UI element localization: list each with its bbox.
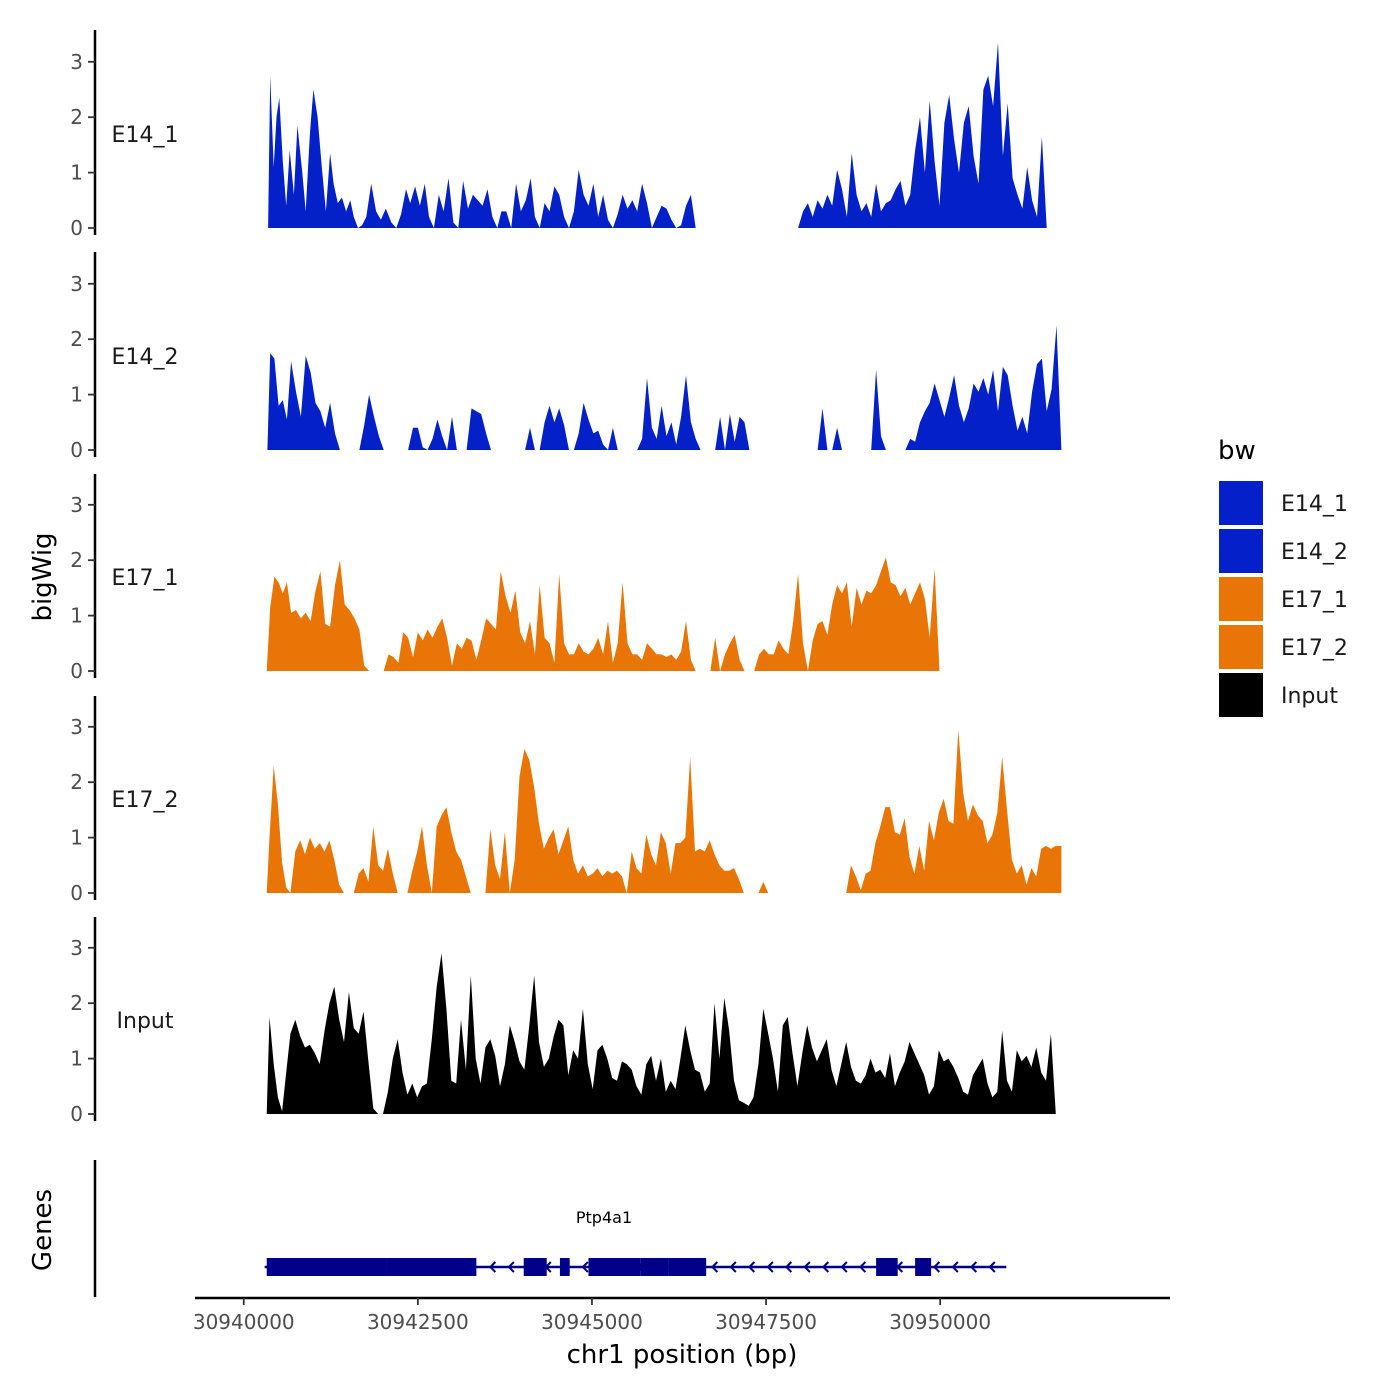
x-tick-label: 30942500: [367, 1310, 469, 1334]
signal-area-Input: [266, 953, 1056, 1114]
x-axis: 30940000 30942500 30945000 30947500 30950000: [193, 1296, 1170, 1334]
track-Input: 0 1 2 3 Input: [70, 917, 1056, 1126]
y-tick-label: 3: [70, 715, 83, 739]
y-tick-label: 3: [70, 493, 83, 517]
strand-arrow: [803, 1261, 811, 1273]
strand-arrow: [969, 1261, 978, 1273]
gene-exon: [640, 1258, 669, 1276]
y-tick-label: 0: [70, 659, 83, 683]
y-tick-label: 2: [70, 548, 83, 572]
gene-exon: [915, 1258, 932, 1276]
y-tick-label: 0: [70, 1102, 83, 1126]
legend: bw E14_1 E14_2 E17_1 E17_2 Input: [1218, 436, 1348, 717]
x-tick-label: 30945000: [541, 1310, 643, 1334]
gene-exon: [523, 1258, 547, 1276]
gene-name-label: Ptp4a1: [576, 1208, 632, 1227]
strand-arrow: [766, 1261, 774, 1273]
signal-area-E17_1: [266, 557, 1062, 671]
x-tick-label: 30950000: [889, 1310, 991, 1334]
legend-swatch-E14_1: [1219, 481, 1263, 525]
y-tick-label: 1: [70, 161, 83, 185]
gene-exon: [266, 1258, 387, 1276]
track-label-E14_2: E14_2: [112, 345, 179, 370]
legend-swatch-Input: [1219, 673, 1263, 717]
strand-arrow: [581, 1261, 589, 1273]
signal-area-E14_1: [268, 42, 1062, 229]
gene-exon: [559, 1258, 570, 1276]
strand-arrow: [488, 1261, 497, 1273]
y-tick-label: 2: [70, 991, 83, 1015]
legend-title: bw: [1218, 436, 1256, 466]
y-tick-label: 3: [70, 272, 83, 296]
y-tick-label: 2: [70, 105, 83, 129]
signal-area-E17_2: [266, 729, 1062, 893]
x-tick-label: 30947500: [715, 1310, 817, 1334]
y-tick-label: 1: [70, 826, 83, 850]
track-E14_2: 0 1 2 3 E14_2: [70, 252, 1062, 462]
strand-arrow: [932, 1261, 941, 1273]
tracks-layer: 0 1 2 3 E14_1 0 1 2 3 E14_2 0 1 2 3 E17_1 0 1 2 3 E17_2 0 1 2 3…: [70, 30, 1062, 1126]
y-tick-label: 3: [70, 50, 83, 74]
strand-arrow: [710, 1261, 719, 1273]
track-label-Input: Input: [117, 1009, 174, 1034]
strand-arrow: [821, 1261, 830, 1273]
strand-arrow: [858, 1261, 867, 1273]
legend-label-E14_1: E14_1: [1281, 492, 1348, 517]
strand-arrow: [951, 1261, 959, 1273]
y-tick-label: 1: [70, 604, 83, 628]
y-tick-label: 0: [70, 216, 83, 240]
signal-area-E14_2: [267, 325, 1062, 450]
strand-arrow: [729, 1261, 737, 1273]
legend-swatch-E14_2: [1219, 529, 1263, 573]
legend-swatch-E17_1: [1219, 577, 1263, 621]
gene-exon: [386, 1258, 477, 1276]
track-E14_1: 0 1 2 3 E14_1: [70, 30, 1062, 240]
y-axis-title: bigWig: [28, 532, 58, 621]
y-tick-label: 1: [70, 383, 83, 407]
legend-label-E17_1: E17_1: [1281, 588, 1348, 613]
y-tick-label: 2: [70, 770, 83, 794]
strand-arrow: [784, 1261, 793, 1273]
legend-swatch-E17_2: [1219, 625, 1263, 669]
y-tick-label: 1: [70, 1047, 83, 1071]
genes-axis-title: Genes: [28, 1189, 58, 1271]
strand-arrow: [840, 1261, 848, 1273]
track-label-E17_1: E17_1: [112, 566, 179, 591]
strand-arrow: [747, 1261, 756, 1273]
strand-arrow: [988, 1261, 996, 1273]
gene-exon: [668, 1258, 707, 1276]
track-label-E14_1: E14_1: [112, 123, 179, 148]
y-tick-label: 0: [70, 438, 83, 462]
gene-exon: [876, 1258, 898, 1276]
x-axis-title: chr1 position (bp): [567, 1340, 798, 1370]
legend-label-E17_2: E17_2: [1281, 636, 1348, 661]
y-tick-label: 3: [70, 936, 83, 960]
legend-label-Input: Input: [1281, 684, 1338, 709]
genes-panel: Ptp4a1: [93, 1160, 1007, 1297]
track-E17_1: 0 1 2 3 E17_1: [70, 474, 1062, 683]
track-label-E17_2: E17_2: [112, 788, 179, 813]
track-E17_2: 0 1 2 3 E17_2: [70, 696, 1062, 905]
gene-exon: [588, 1258, 641, 1276]
legend-label-E14_2: E14_2: [1281, 540, 1348, 565]
x-tick-label: 30940000: [193, 1310, 295, 1334]
strand-arrow: [507, 1261, 515, 1273]
y-tick-label: 2: [70, 327, 83, 351]
y-tick-label: 0: [70, 881, 83, 905]
